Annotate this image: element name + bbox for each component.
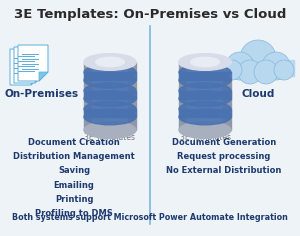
Bar (187, 62, 223, 130)
Text: Emailing: Emailing (54, 181, 94, 190)
Text: Request processing: Request processing (177, 152, 271, 161)
Ellipse shape (179, 109, 231, 125)
Circle shape (274, 60, 294, 80)
Text: Profiling to DMS: Profiling to DMS (35, 209, 113, 218)
Ellipse shape (179, 72, 231, 88)
Ellipse shape (84, 54, 136, 70)
Ellipse shape (179, 54, 231, 70)
Polygon shape (18, 45, 48, 81)
Bar (199, 62, 211, 130)
Text: Printing: Printing (55, 195, 93, 204)
Text: 3E Templates: 3E Templates (179, 133, 230, 142)
Ellipse shape (179, 122, 231, 138)
Ellipse shape (179, 64, 231, 80)
Ellipse shape (96, 57, 124, 67)
Circle shape (226, 52, 254, 80)
Ellipse shape (179, 54, 231, 70)
Ellipse shape (84, 122, 136, 138)
Bar (179, 91, 231, 99)
Text: Document Generation: Document Generation (172, 138, 276, 147)
Bar (222, 60, 294, 76)
Ellipse shape (84, 72, 136, 88)
Text: Both systems support Microsoft Power Automate Integration: Both systems support Microsoft Power Aut… (12, 213, 288, 222)
Ellipse shape (84, 54, 136, 70)
Ellipse shape (84, 101, 136, 117)
Ellipse shape (179, 83, 231, 98)
Bar (84, 72, 136, 80)
Polygon shape (10, 49, 40, 85)
Text: Distribution Management: Distribution Management (13, 152, 135, 161)
Circle shape (222, 60, 242, 80)
Bar (84, 62, 92, 130)
Bar (104, 62, 116, 130)
Bar (84, 91, 136, 99)
Polygon shape (35, 74, 44, 83)
Text: Saving: Saving (58, 166, 90, 175)
Text: 3E Templates: On-Premises vs Cloud: 3E Templates: On-Premises vs Cloud (14, 8, 286, 21)
Text: 3E Templates: 3E Templates (85, 133, 136, 142)
Text: Document Creation: Document Creation (28, 138, 120, 147)
Polygon shape (31, 76, 40, 85)
Ellipse shape (84, 109, 136, 125)
Text: Cloud: Cloud (241, 89, 275, 99)
Ellipse shape (84, 83, 136, 98)
Ellipse shape (191, 57, 219, 67)
Circle shape (238, 60, 262, 84)
Polygon shape (39, 72, 48, 81)
Circle shape (262, 52, 290, 80)
Bar (128, 62, 136, 130)
Bar (179, 62, 187, 130)
Text: No External Distribution: No External Distribution (166, 166, 282, 175)
Bar (179, 72, 231, 80)
Bar (179, 109, 231, 117)
Circle shape (240, 40, 276, 76)
Ellipse shape (84, 91, 136, 106)
Bar (223, 62, 231, 130)
Circle shape (254, 60, 278, 84)
Ellipse shape (179, 91, 231, 106)
Ellipse shape (179, 101, 231, 117)
Bar (84, 109, 136, 117)
Polygon shape (14, 47, 44, 83)
Bar (92, 62, 128, 130)
Ellipse shape (84, 64, 136, 80)
Text: On-Premises: On-Premises (5, 89, 79, 99)
